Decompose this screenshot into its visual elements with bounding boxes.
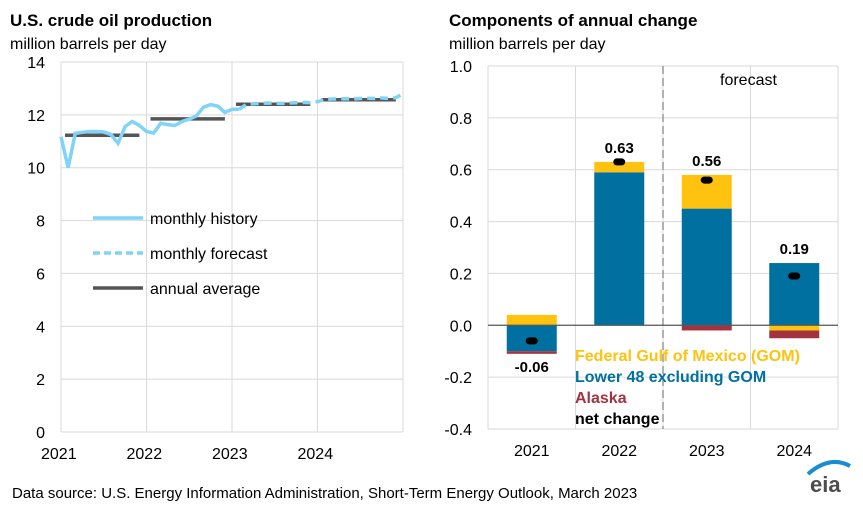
x-tick-label: 2021 [41,446,77,463]
net-change-marker [613,158,626,166]
legend-label: annual average [150,281,260,298]
right-chart-title: Components of annual change [449,11,697,30]
y-tick-label: 0.8 [450,111,472,128]
x-tick-label: 2021 [514,443,550,460]
y-tick-label: -0.2 [444,370,472,387]
x-tick-label: 2024 [298,446,334,463]
net-change-marker [788,272,801,280]
data-label: 0.63 [605,140,634,157]
source-note: Data source: U.S. Energy Information Adm… [12,485,637,502]
left-chart-title: U.S. crude oil production [10,11,212,30]
y-tick-label: 0.6 [450,163,472,180]
y-tick-label: 6 [36,266,45,283]
net-change-marker [525,337,538,345]
data-label: 0.19 [780,241,809,258]
y-tick-label: 8 [36,214,45,231]
monthly-forecast-line [238,92,404,111]
gom-bar [594,161,645,173]
y-tick-label: 4 [36,319,45,336]
alaska-bar [769,330,820,339]
y-tick-label: 14 [27,55,45,72]
legend-label: Federal Gulf of Mexico (GOM) [575,348,800,365]
left-chart-subtitle: million barrels per day [10,36,167,53]
eia-logo: eia [806,459,851,497]
forecast-label: forecast [720,72,777,89]
y-tick-label: -0.4 [444,422,472,439]
data-label: 0.56 [692,153,721,170]
x-tick-label: 2022 [127,446,163,463]
y-tick-label: 0.0 [450,318,472,335]
gom-bar [506,314,557,326]
alaska-bar [681,325,732,331]
legend-label: monthly forecast [150,246,268,263]
y-tick-label: 1.0 [450,59,472,76]
x-tick-label: 2023 [212,446,248,463]
y-tick-label: 0 [36,425,45,442]
legend-label: Alaska [575,390,627,407]
x-tick-label: 2022 [601,443,637,460]
y-tick-label: 10 [27,161,45,178]
lower48-bar [681,208,732,326]
svg-text:eia: eia [810,472,841,497]
gom-bar [769,325,820,331]
y-tick-label: 12 [27,108,45,125]
y-tick-label: 2 [36,372,45,389]
right-chart-subtitle: million barrels per day [449,36,606,53]
y-tick-label: 0.2 [450,266,472,283]
lower48-bar [594,172,645,326]
legend-label: Lower 48 excluding GOM [575,369,766,386]
legend-label: net change [575,411,660,428]
y-tick-label: 0.4 [450,215,472,232]
data-label: -0.06 [515,359,549,376]
x-tick-label: 2024 [776,443,812,460]
net-change-marker [700,176,713,184]
monthly-history-line [59,102,240,169]
alaska-bar [506,351,557,354]
legend-label: monthly history [150,211,258,228]
x-tick-label: 2023 [689,443,725,460]
lower48-bar [769,263,820,326]
